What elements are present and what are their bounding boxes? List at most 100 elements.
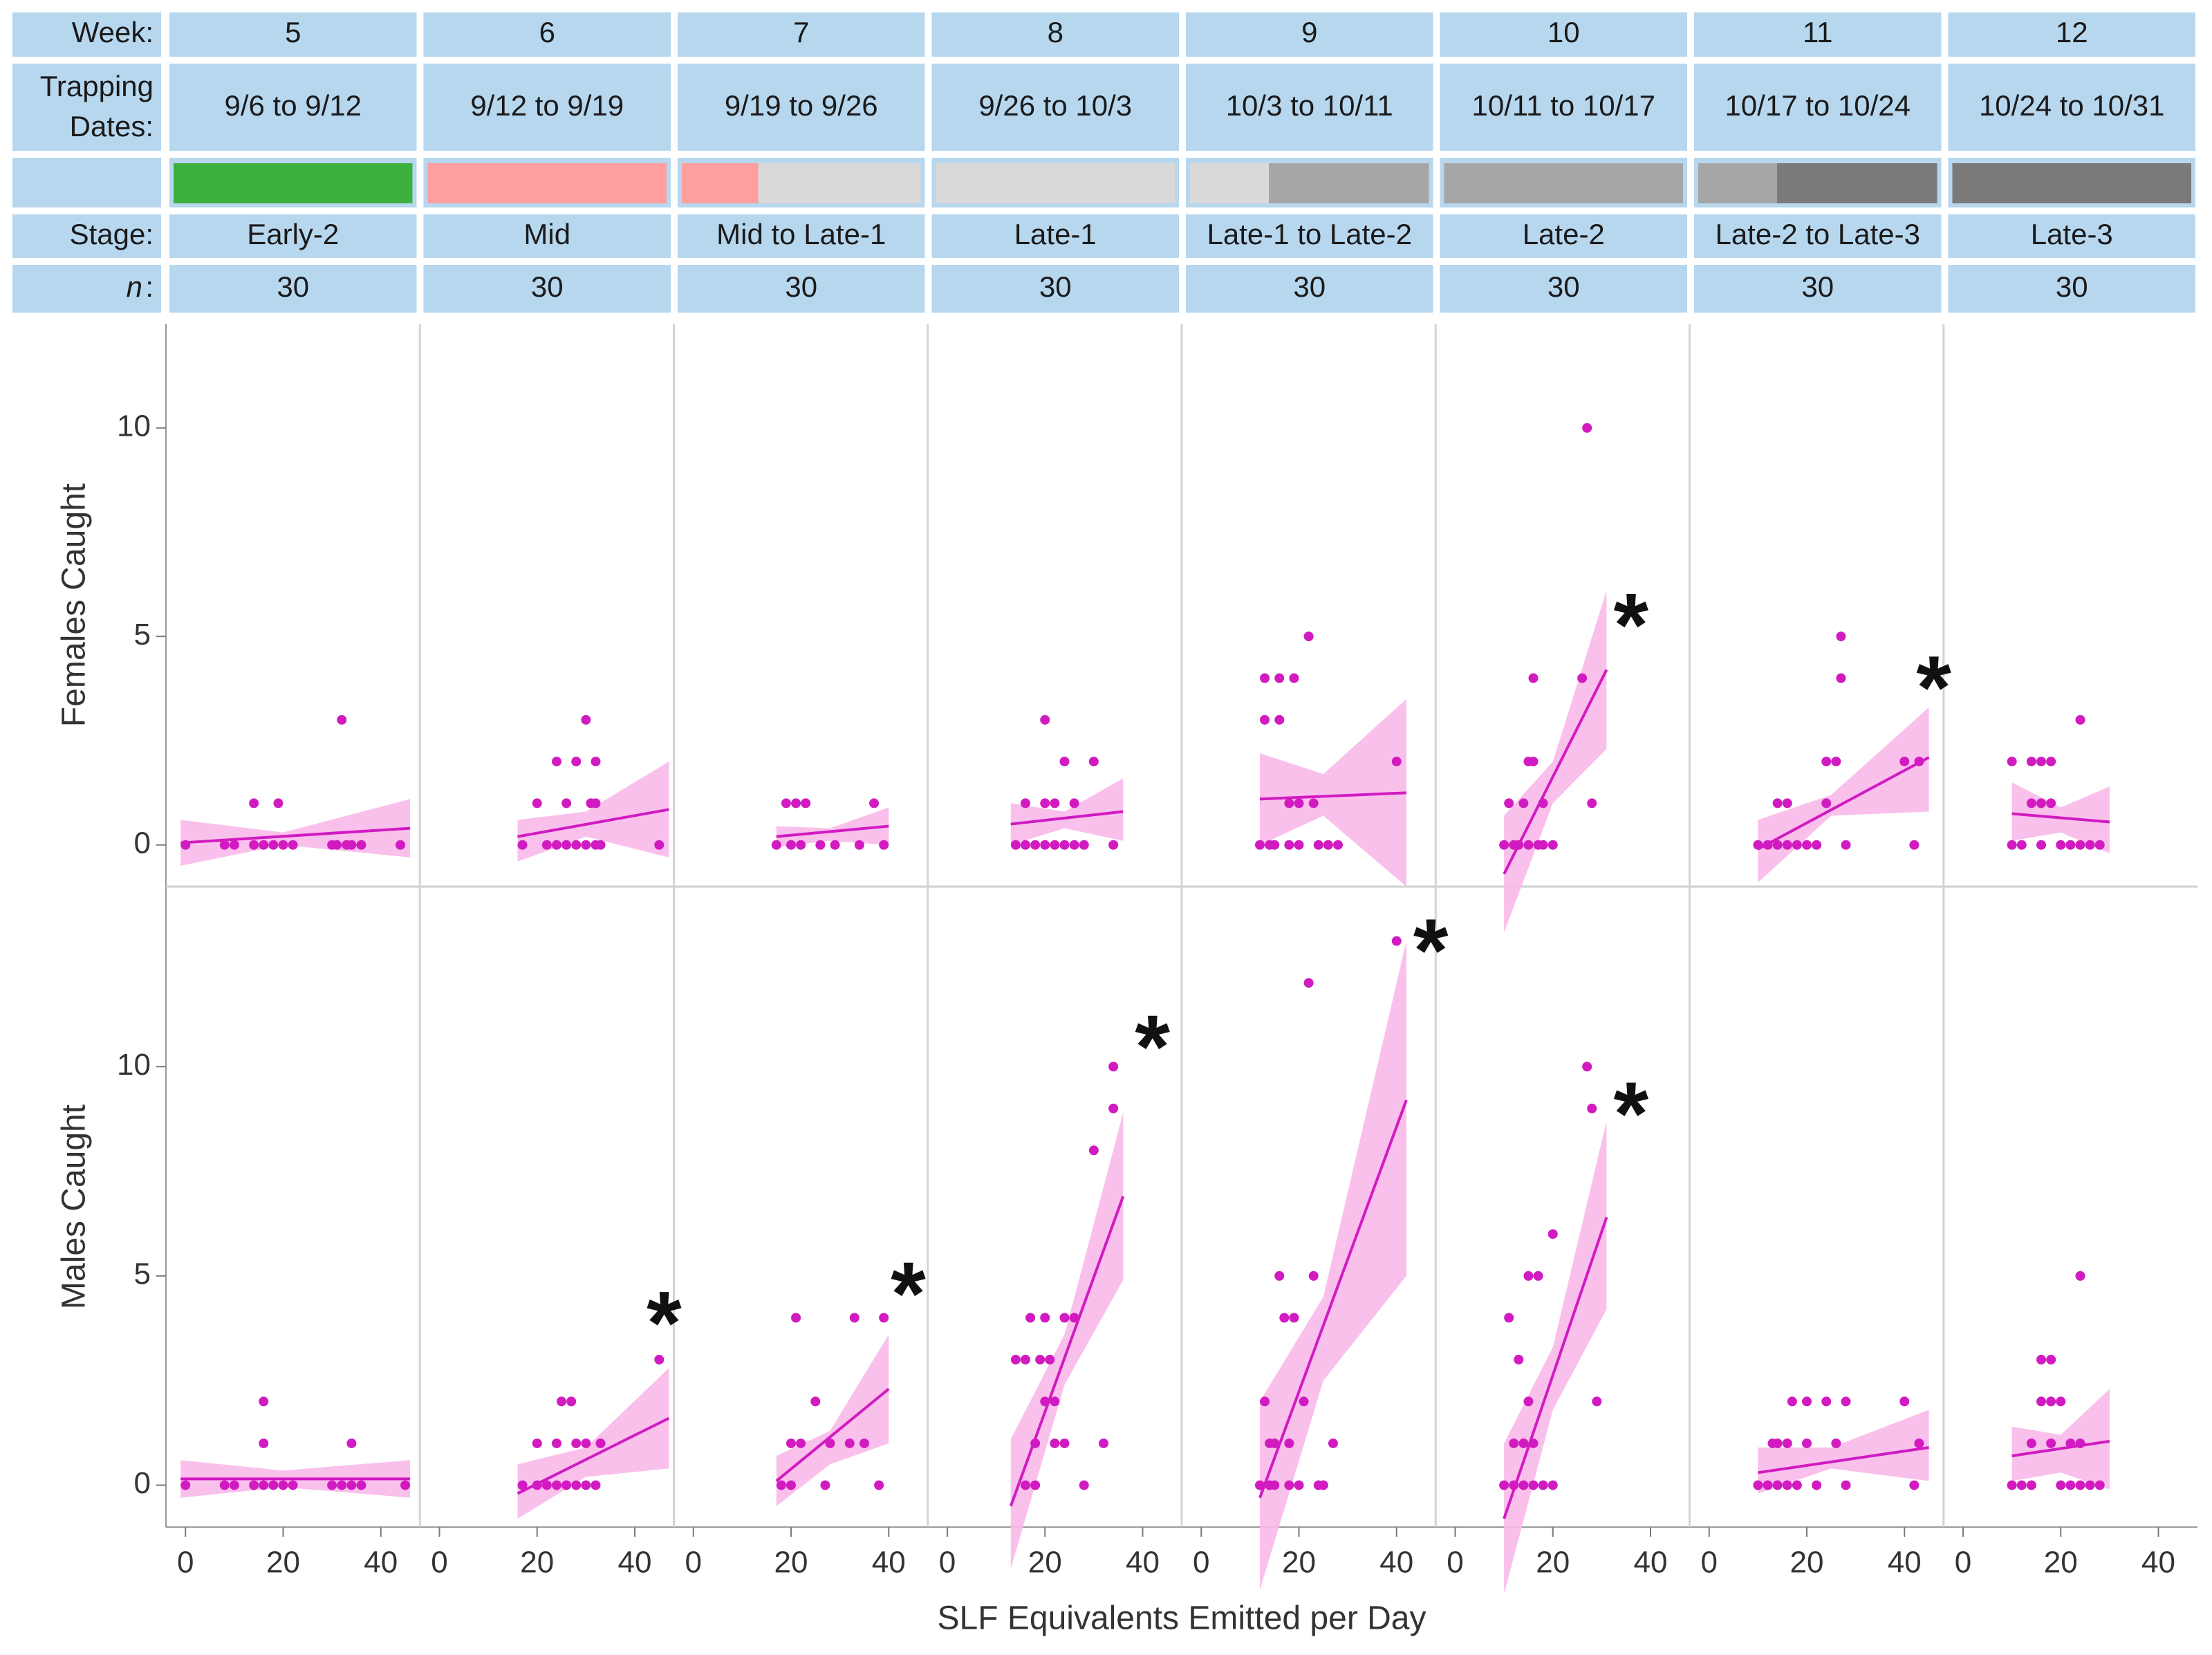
females-data-point (1831, 757, 1841, 767)
females-data-point (1294, 840, 1304, 850)
males-data-point (581, 1480, 591, 1490)
males-data-point (1040, 1396, 1050, 1407)
males-confidence-band (2011, 1389, 2110, 1490)
males-data-point (810, 1396, 821, 1407)
week-label: Week: (72, 16, 154, 48)
y-tick-label: 0 (134, 826, 151, 860)
males-data-point (1528, 1480, 1539, 1490)
males-data-point (2056, 1480, 2066, 1490)
females-data-point (1308, 798, 1319, 808)
males-data-point (1030, 1480, 1041, 1490)
males-data-point (1772, 1480, 1783, 1490)
dates-label: Dates: (70, 110, 154, 142)
males-data-point (2065, 1438, 2076, 1448)
males-data-point (595, 1438, 606, 1448)
dates-cell (423, 64, 671, 151)
week-cell (1440, 12, 1687, 57)
stage-label: Stage: (70, 218, 154, 250)
males-data-point (1088, 1145, 1099, 1156)
males-confidence-band (1010, 1112, 1124, 1569)
x-tick-label: 20 (1282, 1546, 1316, 1580)
trapping-dates-value: 10/11 to 10/17 (1472, 89, 1655, 122)
males-data-point (1279, 1313, 1290, 1323)
males-data-point (849, 1313, 859, 1323)
females-data-point (1782, 798, 1792, 808)
stage-cell (1186, 214, 1433, 258)
females-data-point (791, 798, 801, 808)
females-data-point (1523, 840, 1534, 850)
females-data-point (879, 840, 889, 850)
females-data-point (552, 840, 561, 850)
males-data-point (346, 1480, 357, 1490)
males-data-point (1582, 1062, 1592, 1072)
y-tick-label: 0 (134, 1466, 151, 1500)
males-data-point (1841, 1396, 1851, 1407)
females-confidence-band (1758, 707, 1929, 882)
females-data-point (1313, 840, 1323, 850)
males-data-point (1587, 1103, 1597, 1113)
males-data-point (180, 1480, 191, 1490)
trapping-dates-value: 9/12 to 9/19 (470, 89, 624, 122)
males-data-point (1548, 1229, 1558, 1239)
females-data-point (869, 798, 880, 808)
males-data-point (1010, 1354, 1021, 1365)
dates-cell (1694, 64, 1942, 151)
y-tick-label: 5 (134, 618, 151, 651)
stage-bar-segment (1952, 163, 2191, 203)
males-data-point (1504, 1313, 1514, 1323)
males-data-point (1499, 1480, 1509, 1490)
females-data-point (1323, 840, 1333, 850)
females-data-point (1079, 840, 1089, 850)
males-data-point (1270, 1438, 1280, 1448)
females-data-point (268, 840, 279, 850)
males-data-point (1025, 1313, 1036, 1323)
males-data-point (278, 1480, 288, 1490)
males-data-point (1802, 1396, 1812, 1407)
x-tick-label: 20 (1790, 1546, 1824, 1580)
dates-cell (1186, 64, 1433, 151)
males-data-point (1538, 1480, 1548, 1490)
males-data-point (2036, 1354, 2046, 1365)
stage-cell (678, 214, 925, 258)
females-data-point (1772, 840, 1783, 850)
males-confidence-band (1260, 941, 1406, 1590)
x-tick-label: 40 (1126, 1546, 1160, 1580)
males-data-point (346, 1438, 357, 1448)
females-data-point (2085, 840, 2095, 850)
females-data-point (796, 840, 806, 850)
males-data-point (532, 1480, 542, 1490)
dates-cell (1440, 64, 1687, 151)
trapping-dates-value: 9/26 to 10/3 (978, 89, 1132, 122)
females-data-point (1548, 840, 1558, 850)
females-data-point (1772, 798, 1783, 808)
n-label-colon: : (145, 270, 154, 303)
males-data-point (2026, 1480, 2036, 1490)
males-data-point (786, 1438, 796, 1448)
x-tick-label: 0 (1955, 1546, 1971, 1580)
males-data-point (1079, 1480, 1089, 1490)
females-data-point (830, 840, 840, 850)
males-data-point (517, 1480, 528, 1490)
females-data-point (1284, 798, 1294, 808)
males-data-point (1831, 1438, 1841, 1448)
females-data-point (552, 757, 561, 767)
females-data-point (1812, 840, 1822, 850)
stage-bar-segment (1698, 163, 1778, 203)
females-fit-line (180, 826, 411, 844)
males-data-point (786, 1480, 796, 1490)
males-data-point (1021, 1480, 1030, 1490)
trapping-label: Trapping (40, 70, 154, 102)
males-data-point (1514, 1354, 1524, 1365)
males-fit-line (1009, 1196, 1125, 1507)
x-tick-label: 40 (1379, 1546, 1413, 1580)
week-value: 11 (1803, 16, 1833, 48)
stage-bar-segment (1444, 163, 1683, 203)
males-confidence-band (776, 1334, 889, 1506)
stage-value: Late-2 (1523, 218, 1605, 250)
males-data-point (1592, 1396, 1602, 1407)
females-data-point (571, 757, 582, 767)
females-data-point (2094, 840, 2105, 850)
males-data-point (1294, 1480, 1304, 1490)
females-data-point (2016, 840, 2027, 850)
x-tick-label: 0 (939, 1546, 956, 1580)
